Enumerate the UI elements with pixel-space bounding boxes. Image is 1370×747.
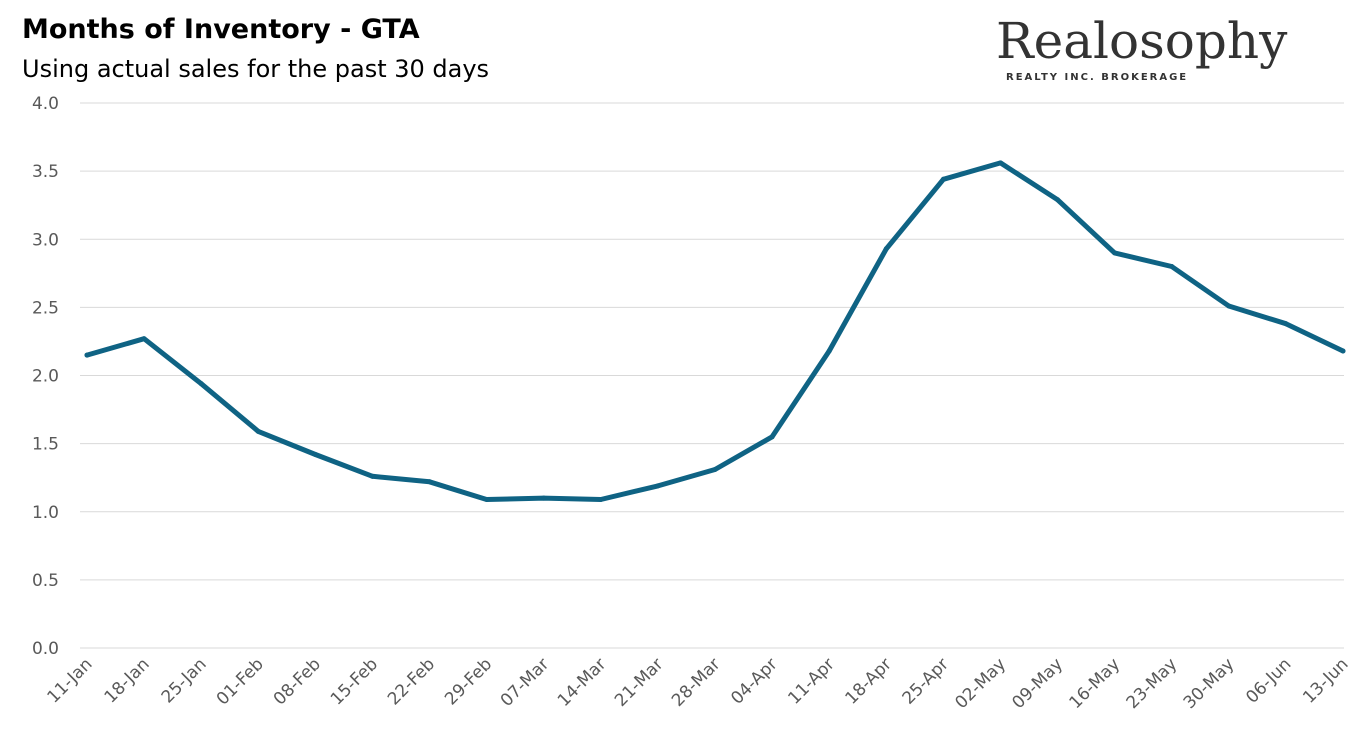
x-tick-label: 01-Feb <box>213 654 268 709</box>
x-tick-label: 07-Mar <box>497 654 553 710</box>
x-tick-label: 09-May <box>1008 654 1067 713</box>
data-point <box>997 160 1003 166</box>
series-line <box>84 160 1346 502</box>
chart-subtitle: Using actual sales for the past 30 days <box>22 55 490 83</box>
x-tick-label: 18-Apr <box>841 654 895 708</box>
data-point <box>84 352 90 358</box>
data-point <box>255 428 261 434</box>
y-tick-label: 4.0 <box>32 94 59 114</box>
x-tick-label: 29-Feb <box>441 654 496 709</box>
x-tick-label: 21-Mar <box>611 654 667 710</box>
logo-wordmark: Realosophy <box>996 12 1288 70</box>
series-layer <box>84 160 1346 502</box>
data-point <box>427 479 433 485</box>
gridlines <box>80 102 1344 649</box>
x-tick-label: 13-Jun <box>1299 654 1352 707</box>
x-tick-label: 18-Jan <box>101 654 154 707</box>
data-point <box>883 246 889 252</box>
x-tick-label: 25-Jan <box>158 654 211 707</box>
data-point <box>940 176 946 182</box>
data-point <box>1226 303 1232 309</box>
data-point <box>1169 264 1175 269</box>
y-tick-label: 0.0 <box>32 639 59 659</box>
x-tick-label: 11-Apr <box>784 654 838 708</box>
x-axis-ticks: 11-Jan 18-Jan 25-Jan 01-Feb 08-Feb 15-Feb 22-F… <box>44 654 1353 713</box>
data-point <box>312 452 318 458</box>
data-point <box>1283 321 1289 327</box>
data-point <box>1055 197 1061 203</box>
brand-logo: Realosophy REALTY INC. BROKERAGE <box>990 12 1320 92</box>
y-tick-label: 3.0 <box>32 230 59 250</box>
x-tick-label: 16-May <box>1066 654 1125 713</box>
x-tick-label: 06-Jun <box>1242 654 1295 707</box>
data-point <box>598 496 604 502</box>
y-tick-label: 2.5 <box>32 298 59 318</box>
data-point <box>369 473 375 479</box>
y-axis-ticks: 0.0 0.5 1.0 1.5 2.0 2.5 3.0 3.5 4.0 <box>32 94 59 659</box>
data-point <box>541 495 547 501</box>
y-tick-label: 1.5 <box>32 435 59 455</box>
data-point <box>712 467 718 473</box>
x-tick-label: 11-Jan <box>44 654 97 707</box>
data-point <box>655 483 661 489</box>
data-point <box>769 434 775 440</box>
x-tick-label: 23-May <box>1123 654 1182 713</box>
data-point <box>826 348 832 354</box>
x-tick-label: 02-May <box>951 654 1010 713</box>
y-tick-label: 0.5 <box>32 571 59 591</box>
x-tick-label: 25-Apr <box>899 654 953 708</box>
x-tick-label: 30-May <box>1180 654 1239 713</box>
x-tick-label: 22-Feb <box>384 654 439 709</box>
y-tick-label: 2.0 <box>32 367 59 387</box>
x-tick-label: 08-Feb <box>270 654 325 709</box>
data-point <box>141 336 147 342</box>
data-point <box>1112 250 1118 256</box>
data-point <box>198 381 204 387</box>
chart-title: Months of Inventory - GTA <box>22 14 420 45</box>
data-point <box>484 496 490 502</box>
logo-tagline: REALTY INC. BROKERAGE <box>1006 72 1189 83</box>
x-tick-label: 14-Mar <box>554 654 610 710</box>
y-tick-label: 1.0 <box>32 503 59 523</box>
x-tick-label: 28-Mar <box>668 654 724 710</box>
data-point <box>1340 348 1346 354</box>
x-tick-label: 15-Feb <box>327 654 382 709</box>
x-tick-label: 04-Apr <box>727 654 781 708</box>
y-tick-label: 3.5 <box>32 162 59 182</box>
